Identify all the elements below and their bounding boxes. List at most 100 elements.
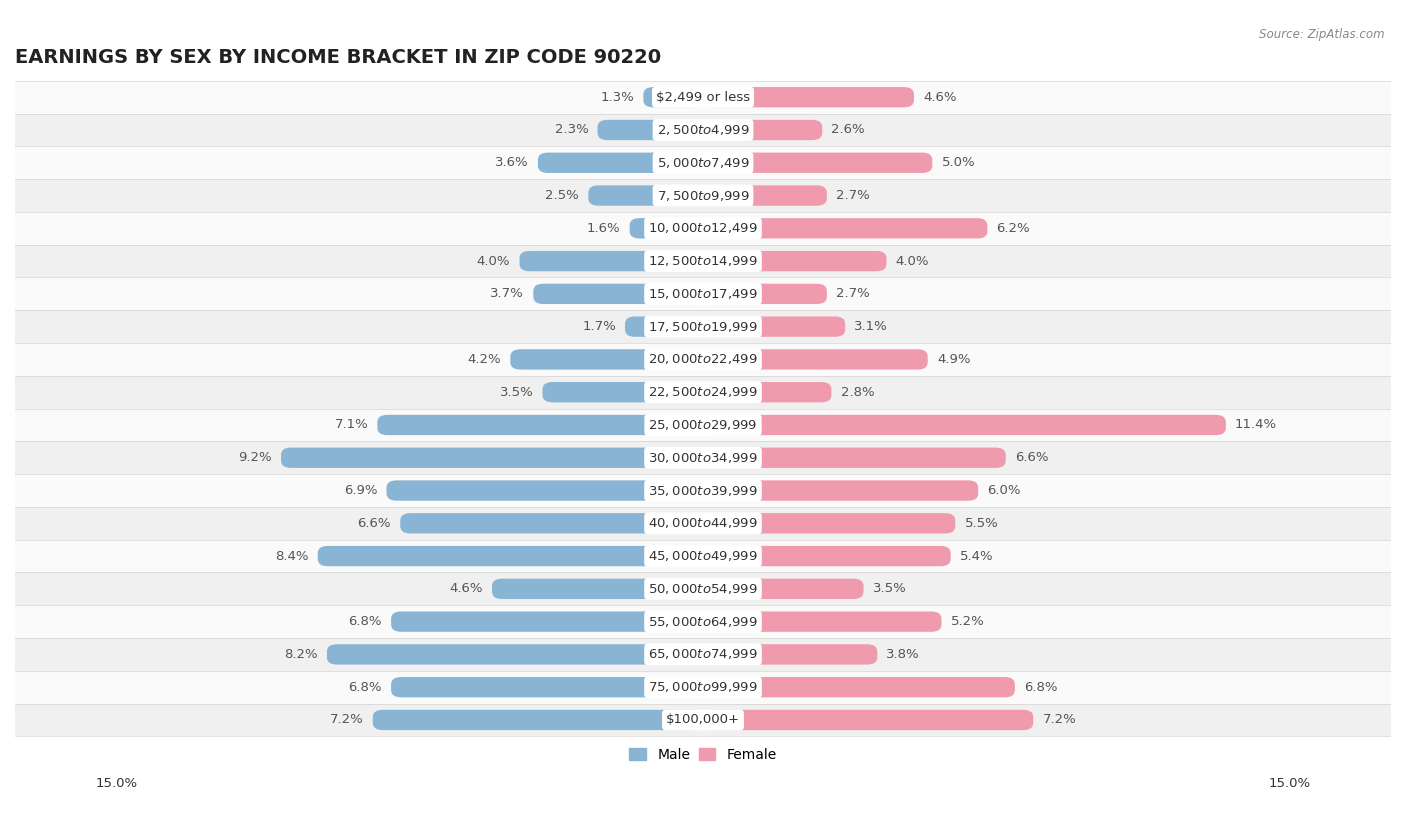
Bar bbox=[15, 146, 1391, 179]
Text: $17,500 to $19,999: $17,500 to $19,999 bbox=[648, 320, 758, 333]
FancyBboxPatch shape bbox=[703, 87, 914, 107]
Text: 6.6%: 6.6% bbox=[1015, 451, 1049, 464]
Text: 9.2%: 9.2% bbox=[238, 451, 271, 464]
Bar bbox=[15, 441, 1391, 474]
Bar bbox=[15, 409, 1391, 441]
FancyBboxPatch shape bbox=[703, 677, 1015, 698]
Text: $7,500 to $9,999: $7,500 to $9,999 bbox=[657, 189, 749, 202]
FancyBboxPatch shape bbox=[703, 251, 886, 272]
FancyBboxPatch shape bbox=[598, 120, 703, 140]
Text: 2.6%: 2.6% bbox=[831, 124, 865, 137]
Text: $15,000 to $17,499: $15,000 to $17,499 bbox=[648, 287, 758, 301]
Text: 5.5%: 5.5% bbox=[965, 517, 998, 530]
Text: $35,000 to $39,999: $35,000 to $39,999 bbox=[648, 484, 758, 498]
FancyBboxPatch shape bbox=[543, 382, 703, 402]
Text: $40,000 to $44,999: $40,000 to $44,999 bbox=[648, 516, 758, 530]
Bar bbox=[15, 703, 1391, 737]
Text: 1.6%: 1.6% bbox=[586, 222, 620, 235]
Text: 3.6%: 3.6% bbox=[495, 156, 529, 169]
Text: $45,000 to $49,999: $45,000 to $49,999 bbox=[648, 549, 758, 563]
Text: 5.0%: 5.0% bbox=[942, 156, 976, 169]
Text: 6.8%: 6.8% bbox=[349, 680, 382, 693]
Text: 1.3%: 1.3% bbox=[600, 91, 634, 104]
Text: $30,000 to $34,999: $30,000 to $34,999 bbox=[648, 450, 758, 465]
Text: 2.7%: 2.7% bbox=[837, 287, 870, 300]
FancyBboxPatch shape bbox=[318, 546, 703, 566]
FancyBboxPatch shape bbox=[703, 218, 987, 238]
Text: $50,000 to $54,999: $50,000 to $54,999 bbox=[648, 582, 758, 596]
Text: 15.0%: 15.0% bbox=[96, 777, 138, 790]
Legend: Male, Female: Male, Female bbox=[624, 742, 782, 767]
FancyBboxPatch shape bbox=[703, 120, 823, 140]
FancyBboxPatch shape bbox=[703, 611, 942, 632]
Text: $2,499 or less: $2,499 or less bbox=[657, 91, 749, 104]
FancyBboxPatch shape bbox=[703, 415, 1226, 435]
FancyBboxPatch shape bbox=[391, 677, 703, 698]
Bar bbox=[15, 343, 1391, 376]
FancyBboxPatch shape bbox=[703, 185, 827, 206]
Text: Source: ZipAtlas.com: Source: ZipAtlas.com bbox=[1260, 28, 1385, 41]
Text: 3.5%: 3.5% bbox=[873, 582, 907, 595]
FancyBboxPatch shape bbox=[630, 218, 703, 238]
Text: 4.9%: 4.9% bbox=[936, 353, 970, 366]
Text: 7.1%: 7.1% bbox=[335, 419, 368, 432]
FancyBboxPatch shape bbox=[703, 316, 845, 337]
Text: 1.7%: 1.7% bbox=[582, 320, 616, 333]
Bar bbox=[15, 114, 1391, 146]
Text: $25,000 to $29,999: $25,000 to $29,999 bbox=[648, 418, 758, 432]
Text: 2.8%: 2.8% bbox=[841, 385, 875, 398]
Text: $75,000 to $99,999: $75,000 to $99,999 bbox=[648, 680, 758, 694]
Text: 8.4%: 8.4% bbox=[276, 550, 308, 563]
FancyBboxPatch shape bbox=[520, 251, 703, 272]
Text: $65,000 to $74,999: $65,000 to $74,999 bbox=[648, 647, 758, 662]
Text: 8.2%: 8.2% bbox=[284, 648, 318, 661]
Text: 2.7%: 2.7% bbox=[837, 189, 870, 202]
FancyBboxPatch shape bbox=[281, 448, 703, 468]
Text: 5.2%: 5.2% bbox=[950, 615, 984, 628]
FancyBboxPatch shape bbox=[703, 480, 979, 501]
Bar bbox=[15, 376, 1391, 409]
Bar bbox=[15, 507, 1391, 540]
FancyBboxPatch shape bbox=[703, 382, 831, 402]
Text: 3.1%: 3.1% bbox=[855, 320, 889, 333]
FancyBboxPatch shape bbox=[326, 644, 703, 664]
Bar bbox=[15, 474, 1391, 507]
Text: 3.7%: 3.7% bbox=[491, 287, 524, 300]
Text: $10,000 to $12,499: $10,000 to $12,499 bbox=[648, 221, 758, 235]
Text: 3.5%: 3.5% bbox=[499, 385, 533, 398]
Bar bbox=[15, 540, 1391, 572]
FancyBboxPatch shape bbox=[703, 350, 928, 370]
Text: 6.8%: 6.8% bbox=[1024, 680, 1057, 693]
Bar bbox=[15, 671, 1391, 703]
Bar bbox=[15, 572, 1391, 605]
Text: 2.3%: 2.3% bbox=[554, 124, 588, 137]
FancyBboxPatch shape bbox=[538, 153, 703, 173]
Text: $22,500 to $24,999: $22,500 to $24,999 bbox=[648, 385, 758, 399]
Bar bbox=[15, 605, 1391, 638]
FancyBboxPatch shape bbox=[387, 480, 703, 501]
Text: $55,000 to $64,999: $55,000 to $64,999 bbox=[648, 615, 758, 628]
Text: 4.6%: 4.6% bbox=[450, 582, 482, 595]
FancyBboxPatch shape bbox=[703, 513, 955, 533]
FancyBboxPatch shape bbox=[703, 153, 932, 173]
FancyBboxPatch shape bbox=[401, 513, 703, 533]
FancyBboxPatch shape bbox=[492, 579, 703, 599]
Bar bbox=[15, 277, 1391, 311]
FancyBboxPatch shape bbox=[703, 546, 950, 566]
FancyBboxPatch shape bbox=[510, 350, 703, 370]
Text: 11.4%: 11.4% bbox=[1234, 419, 1277, 432]
Text: $12,500 to $14,999: $12,500 to $14,999 bbox=[648, 254, 758, 268]
FancyBboxPatch shape bbox=[391, 611, 703, 632]
Bar bbox=[15, 311, 1391, 343]
Text: $5,000 to $7,499: $5,000 to $7,499 bbox=[657, 156, 749, 170]
Text: 4.2%: 4.2% bbox=[468, 353, 501, 366]
FancyBboxPatch shape bbox=[373, 710, 703, 730]
FancyBboxPatch shape bbox=[703, 448, 1005, 468]
Text: 7.2%: 7.2% bbox=[1042, 714, 1076, 727]
Text: 6.0%: 6.0% bbox=[987, 484, 1021, 497]
Text: $20,000 to $22,499: $20,000 to $22,499 bbox=[648, 352, 758, 367]
Text: 15.0%: 15.0% bbox=[1268, 777, 1310, 790]
Text: 6.2%: 6.2% bbox=[997, 222, 1031, 235]
Bar bbox=[15, 638, 1391, 671]
FancyBboxPatch shape bbox=[588, 185, 703, 206]
